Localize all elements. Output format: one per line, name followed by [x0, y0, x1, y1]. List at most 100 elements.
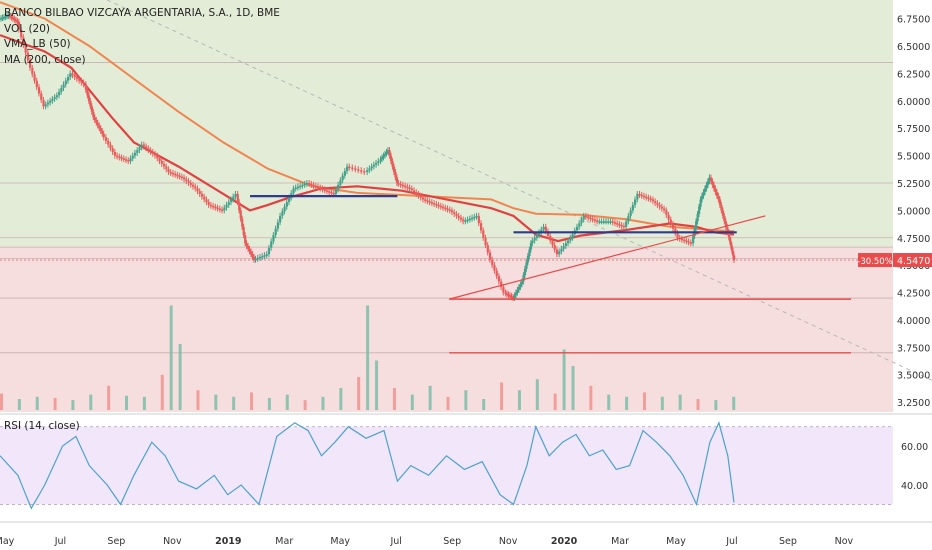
candle-body [203, 196, 206, 200]
candle-body [464, 220, 467, 222]
volume-bar [607, 394, 611, 410]
volume-bar [392, 388, 396, 410]
candle-body [551, 240, 554, 246]
candle-body [2, 16, 6, 19]
volume-bar [696, 399, 700, 410]
chart-legend: BANCO BILBAO VIZCAYA ARGENTARIA, S.A., 1… [4, 6, 280, 68]
candle-body [437, 204, 440, 207]
candle-body [14, 19, 18, 22]
candle-body [526, 256, 530, 263]
candle-body [31, 67, 34, 75]
candle-body [450, 210, 454, 213]
candle-body [296, 186, 300, 189]
candle-body [305, 182, 309, 185]
candle-body [279, 215, 282, 223]
candle-body [598, 221, 601, 223]
candle-body [651, 199, 655, 202]
candle-body [187, 181, 190, 183]
candle-body [334, 189, 338, 194]
candle-body [247, 245, 250, 249]
candle-body [593, 219, 597, 222]
candle-body [276, 222, 280, 229]
candle-body [553, 245, 556, 250]
volume-bar [571, 366, 575, 410]
candle-body [582, 215, 585, 220]
candle-body [728, 236, 732, 242]
candle-body [538, 232, 541, 236]
volume-bar [285, 394, 289, 410]
candle-body [314, 185, 317, 188]
candle-body [413, 190, 416, 193]
candle-body [149, 150, 152, 152]
x-tick-label: Nov [163, 536, 182, 547]
candle-body [649, 198, 652, 201]
candle-body [26, 52, 29, 61]
candle-body [55, 95, 59, 98]
candle-body [169, 172, 172, 174]
x-tick-label: Nov [835, 536, 854, 547]
candle-body [5, 15, 9, 18]
candle-body [299, 185, 302, 188]
volume-bar [410, 394, 414, 410]
x-tick-label: May [330, 536, 350, 547]
drawn-levels [250, 195, 852, 354]
candle-body [196, 188, 199, 192]
rsi-pane [0, 413, 932, 510]
candle-body [86, 89, 89, 96]
candle-body [127, 160, 130, 162]
y-tick-label: 5.7500 [897, 124, 930, 135]
volume-bar [500, 382, 504, 410]
candle-body [366, 170, 369, 173]
candle-body [721, 210, 725, 216]
candle-body [605, 221, 608, 223]
indicator-ma200[interactable]: MA (200, close) [4, 53, 86, 66]
volume-bar [714, 400, 718, 410]
candle-body [58, 91, 61, 96]
candle-body [0, 18, 3, 20]
candle-body [245, 243, 248, 246]
volume-bar [535, 379, 539, 410]
x-tick-label: May [0, 536, 15, 547]
candle-body [109, 144, 112, 149]
indicator-volume[interactable]: VOL (20) [4, 22, 51, 35]
y-tick-label: 6.7500 [897, 15, 930, 26]
x-tick-label: 2019 [215, 536, 241, 547]
candle-body [308, 182, 311, 185]
red-zone [0, 247, 893, 412]
candle-body [634, 199, 637, 205]
candle-body [519, 284, 522, 288]
x-tick-label: Jul [725, 536, 737, 547]
candle-body [158, 158, 161, 162]
candle-body [145, 146, 148, 149]
candle-body [133, 152, 137, 156]
candle-body [341, 175, 344, 181]
candle-body [370, 166, 373, 169]
candle-body [377, 161, 380, 163]
candle-body [715, 192, 719, 196]
candle-body [274, 228, 277, 236]
volume-bar [125, 395, 129, 410]
candle-body [502, 287, 505, 293]
candle-body [709, 177, 713, 182]
candle-body [718, 199, 722, 205]
candle-body [93, 117, 96, 120]
candle-body [64, 80, 67, 85]
candle-body [404, 185, 407, 188]
volume-bar [553, 393, 557, 410]
candle-body [433, 203, 436, 205]
candle-body [383, 153, 387, 156]
candle-body [385, 151, 388, 154]
candle-body [439, 205, 443, 208]
candle-body [328, 191, 331, 193]
candle-body [600, 221, 603, 223]
candle-body [669, 219, 672, 225]
candle-body [337, 184, 340, 190]
candle-body [607, 221, 610, 223]
indicator-vma[interactable]: VMA_LB (50) [4, 38, 71, 50]
candle-body [162, 163, 166, 167]
rsi-legend[interactable]: RSI (14, close) [4, 420, 80, 432]
volume-bar [303, 400, 307, 410]
candle-body [294, 187, 297, 190]
candle-body [138, 147, 141, 151]
